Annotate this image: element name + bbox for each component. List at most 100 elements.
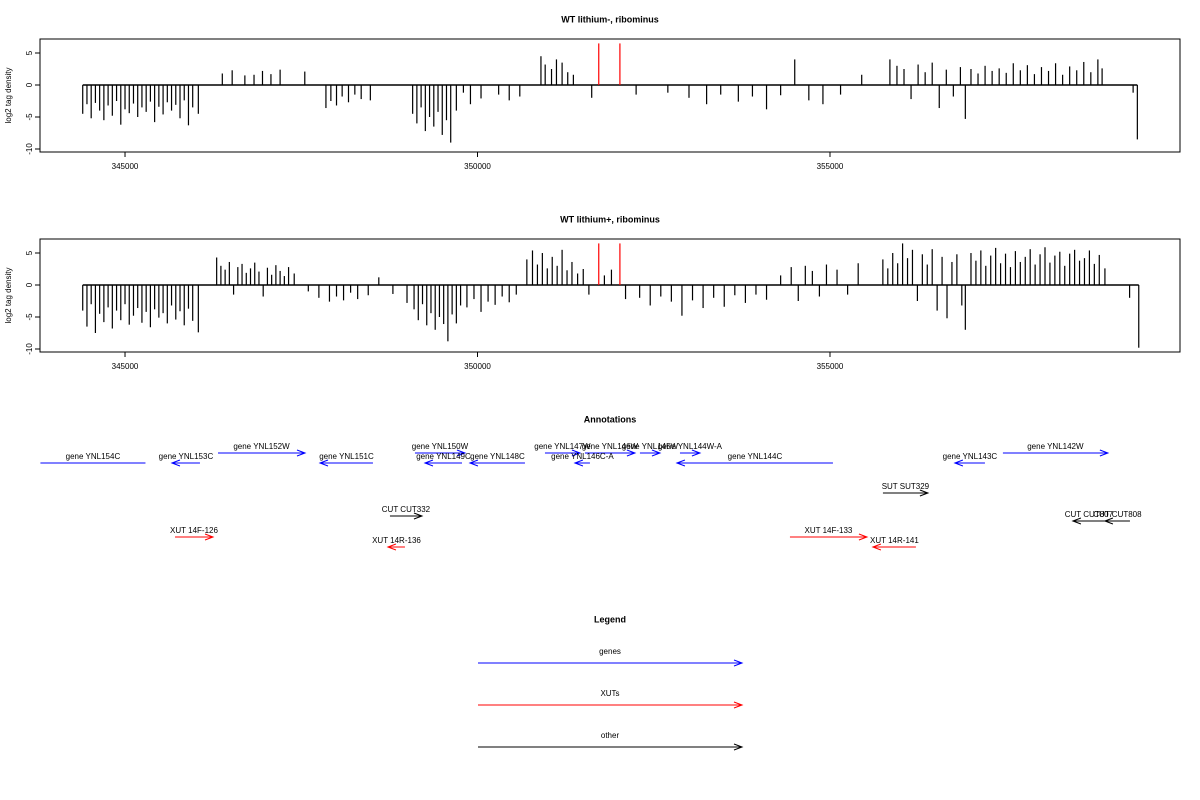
- bar: [328, 285, 331, 302]
- bar: [82, 285, 84, 311]
- bar: [307, 285, 309, 292]
- bar: [990, 255, 992, 286]
- bar: [330, 85, 332, 102]
- bar: [428, 85, 431, 117]
- bar: [149, 85, 151, 102]
- bar: [253, 74, 255, 86]
- bar: [354, 85, 356, 95]
- bar: [938, 85, 940, 109]
- bar: [187, 85, 190, 126]
- bar: [162, 85, 164, 115]
- bar: [94, 285, 97, 333]
- feature-label: gene YNL142W: [1027, 442, 1084, 451]
- feature-label: gene YNL144W-A: [658, 442, 723, 451]
- bar: [1012, 63, 1014, 86]
- bar: [818, 285, 821, 297]
- bar: [480, 285, 482, 312]
- bar: [910, 85, 912, 100]
- y-axis-label: log2 tag density: [4, 267, 13, 323]
- bar: [892, 253, 894, 286]
- bar: [734, 285, 736, 296]
- bar: [765, 285, 768, 300]
- bar: [420, 85, 422, 108]
- bar: [508, 85, 510, 101]
- bar: [917, 64, 919, 86]
- legend-label: other: [601, 731, 620, 740]
- bar: [1093, 263, 1095, 286]
- bar: [588, 285, 590, 295]
- bar: [946, 285, 948, 319]
- bar: [1069, 66, 1071, 86]
- bar: [811, 270, 813, 286]
- bar: [197, 285, 199, 333]
- bar: [1024, 256, 1026, 286]
- bar: [347, 85, 350, 103]
- bar: [450, 85, 452, 143]
- bar: [424, 85, 426, 132]
- bar: [1005, 72, 1007, 86]
- chart-title: WT lithium+, ribominus: [560, 214, 660, 224]
- bar: [544, 64, 546, 86]
- bar: [1047, 70, 1050, 86]
- bar: [325, 85, 327, 109]
- feature-arrow-head: [691, 449, 702, 457]
- bar: [619, 43, 621, 86]
- feature-label: XUT 14R-136: [372, 536, 421, 545]
- feature-arrow-head: [1099, 449, 1110, 457]
- bar: [86, 285, 88, 327]
- bar: [1097, 59, 1099, 86]
- bar: [445, 85, 448, 121]
- feature-arrow-head: [871, 543, 882, 551]
- bar: [498, 85, 500, 95]
- bar: [245, 272, 247, 286]
- bar: [137, 285, 139, 309]
- bar: [804, 265, 806, 286]
- bar: [360, 85, 362, 100]
- bar: [561, 249, 563, 286]
- bar: [406, 285, 408, 303]
- bar: [649, 285, 651, 306]
- bar: [283, 276, 285, 286]
- bar: [567, 72, 569, 86]
- feature-label: gene YNL146W: [582, 442, 639, 451]
- bar: [1039, 254, 1041, 286]
- feature-arrow-head: [170, 459, 181, 467]
- bar: [369, 85, 371, 101]
- bar: [441, 85, 443, 135]
- bar: [120, 85, 122, 125]
- bar: [1078, 260, 1081, 286]
- bar: [231, 70, 233, 86]
- bar: [287, 267, 290, 286]
- bar: [1049, 262, 1051, 286]
- bar: [82, 85, 84, 114]
- bar: [293, 273, 295, 286]
- bar: [469, 85, 472, 105]
- bar: [797, 285, 799, 302]
- bar: [931, 62, 933, 86]
- bar: [540, 56, 542, 86]
- bar: [266, 267, 269, 286]
- bar: [1132, 85, 1134, 93]
- feature-label: gene YNL154C: [66, 452, 121, 461]
- bar: [154, 285, 156, 310]
- bar: [141, 85, 143, 108]
- bar: [519, 85, 521, 97]
- bar: [561, 62, 563, 86]
- bar: [258, 271, 260, 286]
- feature-label: gene YNL147W: [534, 442, 591, 451]
- bar: [897, 263, 899, 286]
- feature-arrow-head: [919, 489, 930, 497]
- bar: [254, 262, 256, 286]
- bar: [975, 260, 977, 286]
- bar: [951, 261, 953, 286]
- x-tick-label: 355000: [817, 162, 844, 171]
- bar: [145, 285, 147, 312]
- bar: [667, 85, 669, 93]
- bar: [706, 85, 708, 105]
- feature-arrow-head: [953, 459, 964, 467]
- bar: [192, 85, 194, 108]
- bar: [124, 85, 126, 110]
- bar: [794, 59, 796, 86]
- bar: [931, 249, 933, 286]
- bar: [1090, 72, 1092, 86]
